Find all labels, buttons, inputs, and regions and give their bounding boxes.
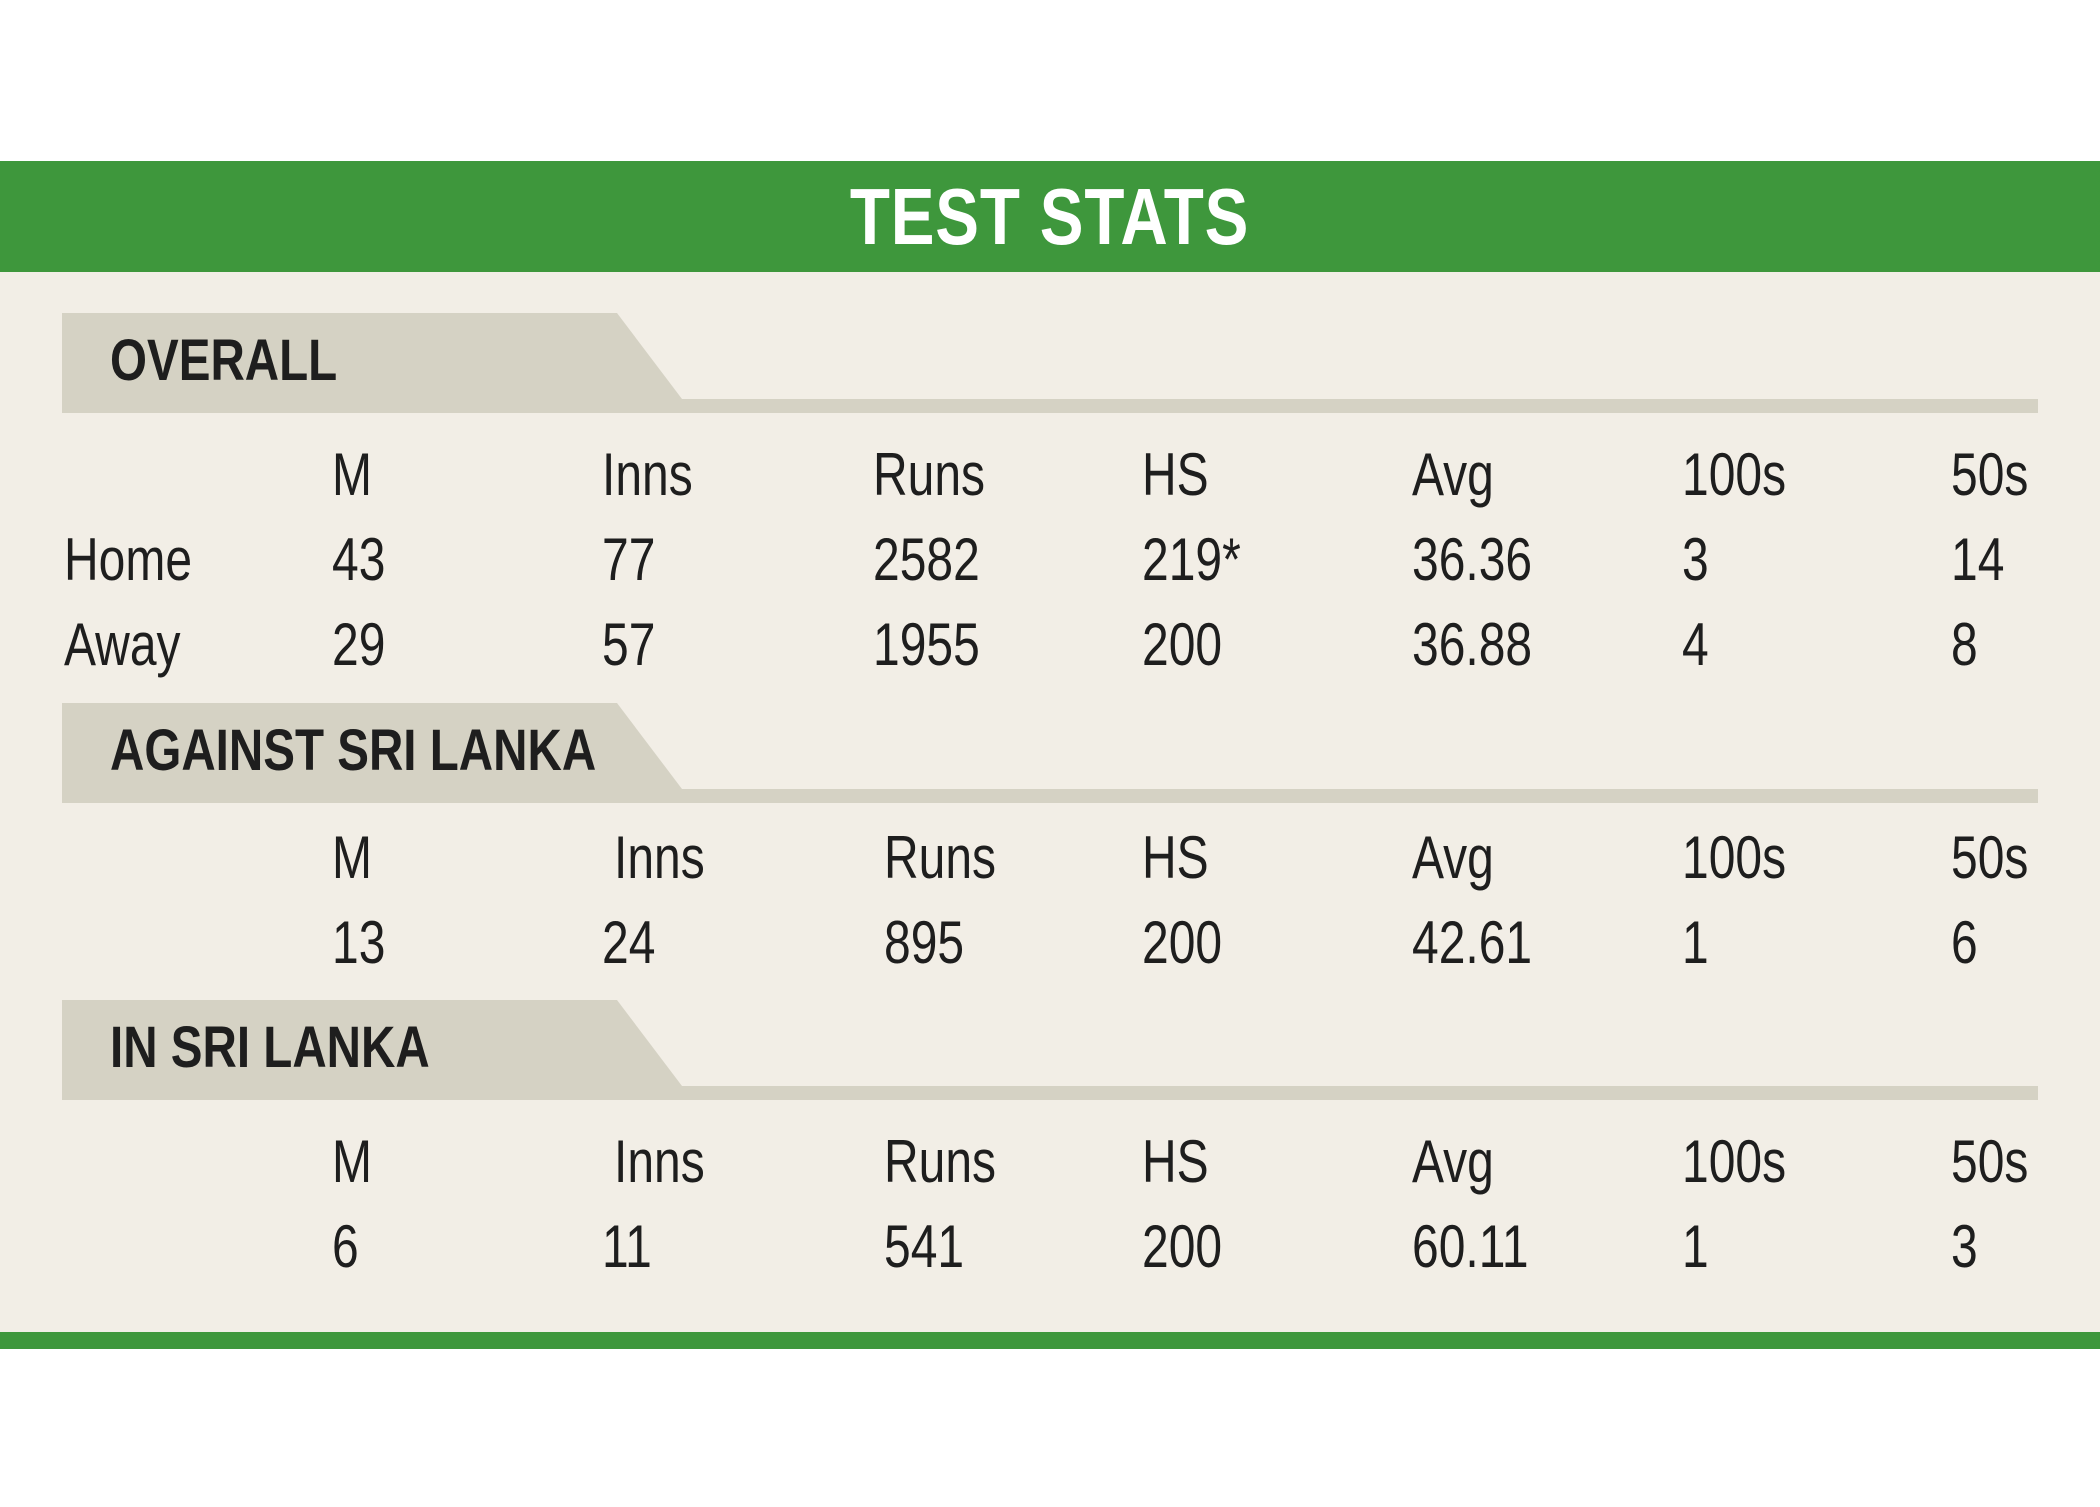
column-header-avg: Avg [1412,1128,1494,1195]
table-cell: 219* [1142,526,1241,593]
table-cell: 1955 [873,611,980,678]
column-header-100s: 100s [1682,441,1787,508]
row-label-home: Home [64,526,193,593]
table-cell: 3 [1682,526,1709,593]
section-divider [62,1086,2038,1100]
table-cell: 13 [332,909,386,976]
column-header-runs: Runs [873,441,986,508]
table-cell: 541 [884,1213,965,1280]
column-header-100s: 100s [1682,824,1787,891]
section-title: AGAINST SRI LANKA [110,718,597,783]
table-cell: 2582 [873,526,980,593]
column-header-inns: Inns [614,1128,705,1195]
table-cell: 200 [1142,1213,1223,1280]
table-cell: 60.11 [1412,1213,1529,1280]
table-cell: 8 [1951,611,1978,678]
column-header-50s: 50s [1951,1128,2029,1195]
column-header-avg: Avg [1412,824,1494,891]
column-header-m: M [332,1128,372,1195]
column-header-50s: 50s [1951,824,2029,891]
table-cell: 14 [1951,526,2005,593]
section-tab [62,703,682,803]
table-cell: 200 [1142,909,1223,976]
row-label-away: Away [64,611,181,678]
section-title: IN SRI LANKA [110,1015,430,1080]
test-stats-card: TEST STATS OVERALL M Inns Runs HS Avg 10… [0,161,2100,1349]
section-divider [62,789,2038,803]
card-title: TEST STATS [850,171,1250,261]
column-header-hs: HS [1142,441,1209,508]
column-header-runs: Runs [884,1128,997,1195]
table-cell: 43 [332,526,386,593]
section-title: OVERALL [110,328,338,393]
column-header-hs: HS [1142,1128,1209,1195]
section-divider [62,399,2038,413]
table-cell: 200 [1142,611,1223,678]
section-tab [62,313,682,413]
column-header-hs: HS [1142,824,1209,891]
column-header-m: M [332,441,372,508]
column-header-m: M [332,824,372,891]
column-header-100s: 100s [1682,1128,1787,1195]
column-header-runs: Runs [884,824,997,891]
table-cell: 42.61 [1412,909,1533,976]
table-cell: 895 [884,909,965,976]
table-cell: 6 [1951,909,1978,976]
table-cell: 36.36 [1412,526,1533,593]
column-header-inns: Inns [614,824,705,891]
table-cell: 77 [602,526,656,593]
table-cell: 3 [1951,1213,1978,1280]
table-cell: 29 [332,611,386,678]
table-cell: 36.88 [1412,611,1533,678]
table-cell: 24 [602,909,656,976]
table-cell: 1 [1682,1213,1709,1280]
table-cell: 57 [602,611,656,678]
bottom-bar [0,1332,2100,1349]
table-cell: 11 [602,1213,652,1280]
title-bar: TEST STATS [0,161,2100,272]
table-cell: 1 [1682,909,1709,976]
table-cell: 4 [1682,611,1709,678]
column-header-50s: 50s [1951,441,2029,508]
section-tab [62,1000,682,1100]
column-header-avg: Avg [1412,441,1494,508]
table-cell: 6 [332,1213,359,1280]
column-header-inns: Inns [602,441,693,508]
